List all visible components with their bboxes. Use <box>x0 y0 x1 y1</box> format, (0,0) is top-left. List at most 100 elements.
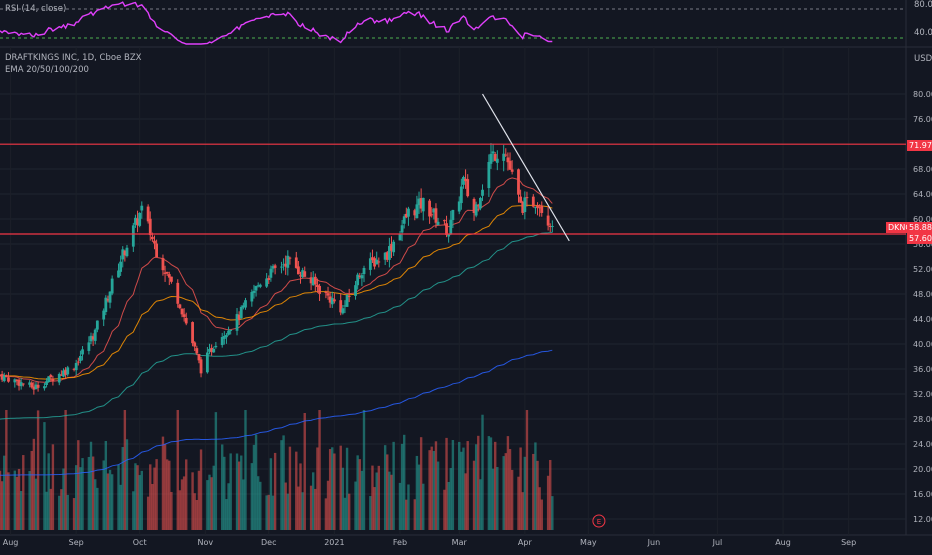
volume-bar <box>481 414 484 530</box>
candle-body <box>239 306 243 319</box>
volume-bar <box>413 499 416 530</box>
volume-bar <box>417 464 421 530</box>
candle-body <box>197 354 201 361</box>
candle-body <box>462 176 465 185</box>
volume-bar <box>358 459 361 530</box>
time-tick-label: Sep <box>841 538 856 547</box>
volume-bar <box>419 437 423 530</box>
volume-bar <box>7 472 10 530</box>
volume-bar <box>72 498 76 530</box>
volume-bar <box>324 498 328 530</box>
candle-body <box>356 274 360 286</box>
volume-bar <box>121 447 124 530</box>
candle-body <box>309 277 313 284</box>
ema-indicator-label[interactable]: EMA 20/50/100/200 <box>5 65 89 75</box>
volume-bar <box>284 482 287 530</box>
volume-bar <box>506 436 510 530</box>
candle-body <box>250 292 254 302</box>
candle-body <box>123 250 127 256</box>
candle-body <box>0 375 2 377</box>
volume-bar <box>536 460 539 530</box>
candle-body <box>267 278 271 280</box>
volume-bar <box>182 476 186 530</box>
candle-body <box>313 276 317 285</box>
volume-bar <box>102 460 105 530</box>
candle-body <box>13 379 17 383</box>
volume-bar <box>43 422 46 530</box>
volume-bar <box>496 467 499 530</box>
volume-bar <box>225 499 228 530</box>
volume-bar <box>191 472 194 530</box>
volume-bar <box>256 476 260 530</box>
candle-body <box>212 348 216 353</box>
volume-bar <box>460 451 463 530</box>
candle-body <box>104 297 108 313</box>
candle-body <box>432 208 436 213</box>
price-tick-label: 48.00 <box>913 290 932 299</box>
rsi-indicator-label[interactable]: RSI (14, close) <box>5 4 67 14</box>
volume-bar <box>405 499 408 530</box>
volume-bar <box>532 453 535 530</box>
candle-body <box>148 218 152 236</box>
volume-bar <box>66 494 69 530</box>
candle-body <box>341 308 345 314</box>
time-tick-label: Sep <box>69 538 84 547</box>
candle-body <box>0 374 4 380</box>
volume-bar <box>265 495 268 530</box>
candle-body <box>449 219 453 235</box>
volume-bar <box>244 410 247 530</box>
time-tick-label: May <box>580 538 597 547</box>
candle-body <box>377 261 381 263</box>
candle-body <box>508 160 512 170</box>
volume-bar <box>466 441 469 530</box>
candle-body <box>244 300 247 308</box>
candle-body <box>540 205 544 213</box>
volume-bar <box>125 439 129 530</box>
candle-body <box>74 362 78 371</box>
candle-body <box>495 158 499 163</box>
volume-bar <box>149 464 152 530</box>
candle-body <box>447 234 451 237</box>
chart-title: DRAFTKINGS INC, 1D, Cboe BZX <box>5 53 142 63</box>
volume-bar <box>36 410 40 530</box>
volume-bar <box>375 472 378 530</box>
candle-body <box>271 266 275 269</box>
price-tick-label: 64.00 <box>913 190 932 199</box>
candle-body <box>436 221 440 226</box>
volume-bar <box>326 480 330 530</box>
candle-body <box>504 154 508 156</box>
candle-body <box>161 258 165 271</box>
candle-body <box>284 263 288 267</box>
volume-bar <box>3 455 6 530</box>
volume-bar <box>373 487 376 530</box>
candle-body <box>550 226 554 227</box>
volume-bar <box>123 410 127 530</box>
candle-body <box>472 198 476 214</box>
volume-bar <box>19 491 23 530</box>
candle-body <box>227 330 230 335</box>
volume-bar <box>341 467 345 530</box>
candle-body <box>311 277 315 286</box>
volume-bar <box>407 484 410 530</box>
candle-body <box>339 300 343 313</box>
rsi-level-80: 80.00 <box>914 0 932 10</box>
candle-body <box>445 223 448 235</box>
candle-body <box>140 205 144 211</box>
price-tick-label: 32.00 <box>913 390 932 399</box>
candle-body <box>17 379 21 386</box>
candle-body <box>288 257 292 259</box>
candle-body <box>136 218 139 226</box>
volume-bar <box>32 438 36 530</box>
candle-body <box>15 379 19 382</box>
time-tick-label: Aug <box>775 538 791 547</box>
volume-bar <box>377 465 381 530</box>
candle-body <box>476 205 480 207</box>
volume-bar <box>525 410 529 530</box>
candle-body <box>345 295 349 307</box>
candle-body <box>59 374 63 376</box>
volume-bar <box>534 442 537 530</box>
volume-bar <box>153 467 156 530</box>
candle-body <box>373 258 376 267</box>
